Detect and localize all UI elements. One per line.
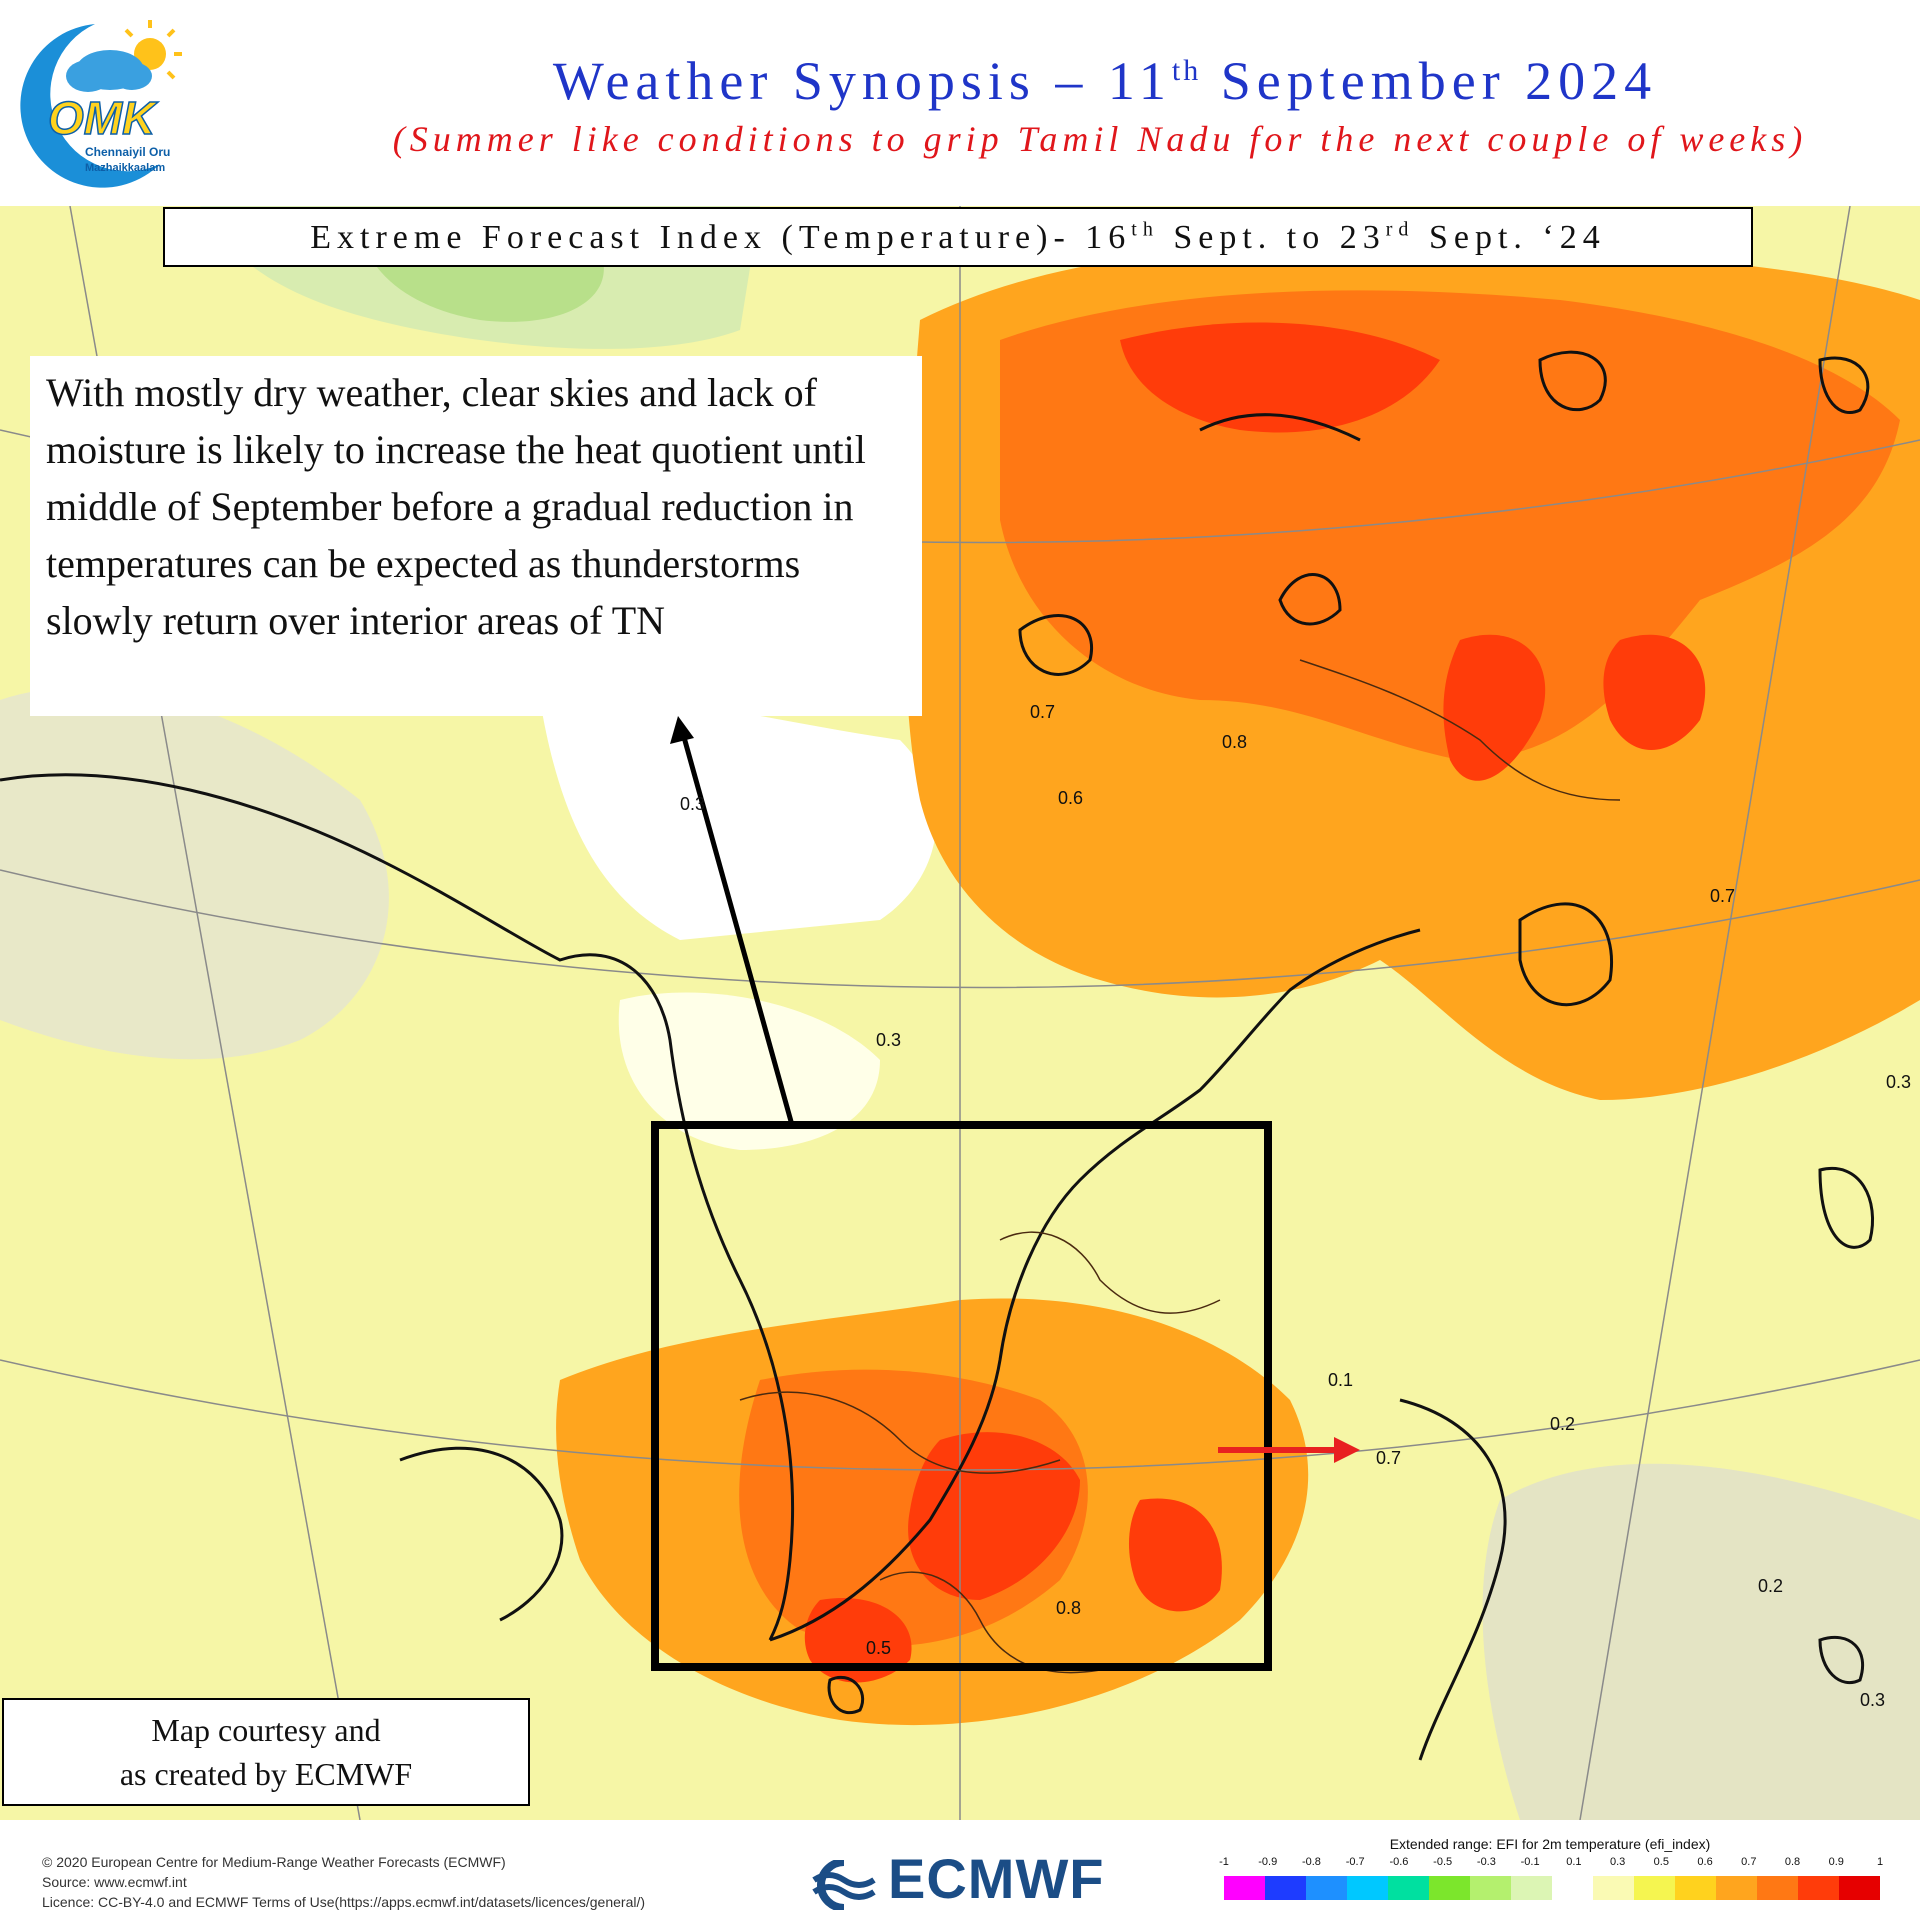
legend-tick: -0.3 [1476,1856,1496,1868]
contour-label: 0.7 [1710,886,1735,906]
callout-arrow [679,729,795,1126]
logo-line1: Chennaiyil Oru [85,145,170,159]
logo-line2: Mazhaikkaalam [85,162,165,174]
legend-swatch [1757,1876,1798,1900]
contour-label: 0.3 [680,794,705,814]
legend-tick: 1 [1876,1856,1884,1868]
map-title-box: Extreme Forecast Index (Temperature)- 16… [163,207,1753,267]
legend-tick: -0.1 [1520,1856,1540,1868]
legend-tick: -0.7 [1345,1856,1365,1868]
legend-tick: -0.9 [1258,1856,1278,1868]
legend-tick: 0.1 [1566,1856,1582,1868]
ecmwf-emblem-icon [812,1860,876,1910]
legend-tick: -0.5 [1433,1856,1453,1868]
legend-swatch [1716,1876,1757,1900]
courtesy-line: Map courtesy and [151,1712,381,1748]
contour-label: 0.8 [1056,1598,1081,1618]
legend-title: Extended range: EFI for 2m temperature (… [1389,1836,1711,1852]
south-india-highlight-box [651,1121,1272,1671]
contour-label: 0.8 [1222,732,1247,752]
legend-swatch [1224,1876,1265,1900]
header: OMK Chennaiyil Oru Mazhaikkaalam Weather… [0,0,1920,206]
legend-swatch [1388,1876,1429,1900]
footer [0,1820,1920,1920]
legend-ticks: -1 -0.9 -0.8 -0.7 -0.6 -0.5 -0.3 -0.1 0.1 0.3 0.5 0… [1200,1856,1900,1872]
contour-label: 0.7 [1376,1448,1401,1468]
sun-icon [124,20,182,80]
legend-swatch [1265,1876,1306,1900]
legend-swatch [1593,1876,1634,1900]
contour-label: 0.2 [1758,1576,1783,1596]
legend-tick: 0.6 [1697,1856,1713,1868]
legend-swatch [1798,1876,1839,1900]
legend-swatches [1224,1876,1880,1900]
efi-temperature-map: 0.7 0.8 0.6 0.3 0.7 0.3 0.5 0.8 0.2 0.3 … [0,206,1920,1820]
contour-label: 0.7 [1030,702,1055,722]
legend-tick: 0.7 [1741,1856,1757,1868]
contour-label: 0.2 [1550,1414,1575,1434]
legend-tick: 0.9 [1828,1856,1844,1868]
legend-swatch [1675,1876,1716,1900]
legend-swatch [1839,1876,1880,1900]
contour-label: 0.3 [876,1030,901,1050]
color-legend: Extended range: EFI for 2m temperature (… [1200,1836,1900,1916]
legend-tick: 0.3 [1609,1856,1626,1868]
legend-swatch [1470,1876,1511,1900]
legend-tick: -0.8 [1301,1856,1321,1868]
omk-logo: OMK Chennaiyil Oru Mazhaikkaalam [20,20,182,188]
legend-swatch [1511,1876,1552,1900]
map-courtesy-box: Map courtesy and as created by ECMWF [2,1698,530,1806]
contour-label: 0.3 [1860,1690,1885,1710]
legend-tick: -1 [1219,1856,1229,1868]
courtesy-line: as created by ECMWF [119,1756,413,1792]
legend-tick: 0.5 [1653,1856,1669,1868]
logo-letters: OMK [48,92,158,144]
legend-tick: 0.8 [1784,1856,1801,1868]
page-subtitle: (Summer like conditions to grip Tamil Na… [392,119,1808,159]
page-title: Weather Synopsis – 11th September 2024 [552,51,1658,111]
contour-label: 0.6 [1058,788,1083,808]
cloud-icon [66,50,152,92]
legend-swatch [1306,1876,1347,1900]
contour-label: 0.5 [866,1638,891,1658]
legend-swatch [1552,1876,1593,1900]
legend-swatch [1347,1876,1388,1900]
contour-label: 0.1 [1328,1370,1353,1390]
legend-tick: -0.6 [1389,1856,1409,1868]
legend-swatch [1634,1876,1675,1900]
legend-swatch [1429,1876,1470,1900]
synopsis-text: With mostly dry weather, clear skies and… [30,356,922,716]
ecmwf-wordmark: ECMWF [888,1847,1105,1910]
copyright-text: © 2020 European Centre for Medium-Range … [42,1854,646,1910]
contour-label: 0.3 [1886,1072,1911,1092]
